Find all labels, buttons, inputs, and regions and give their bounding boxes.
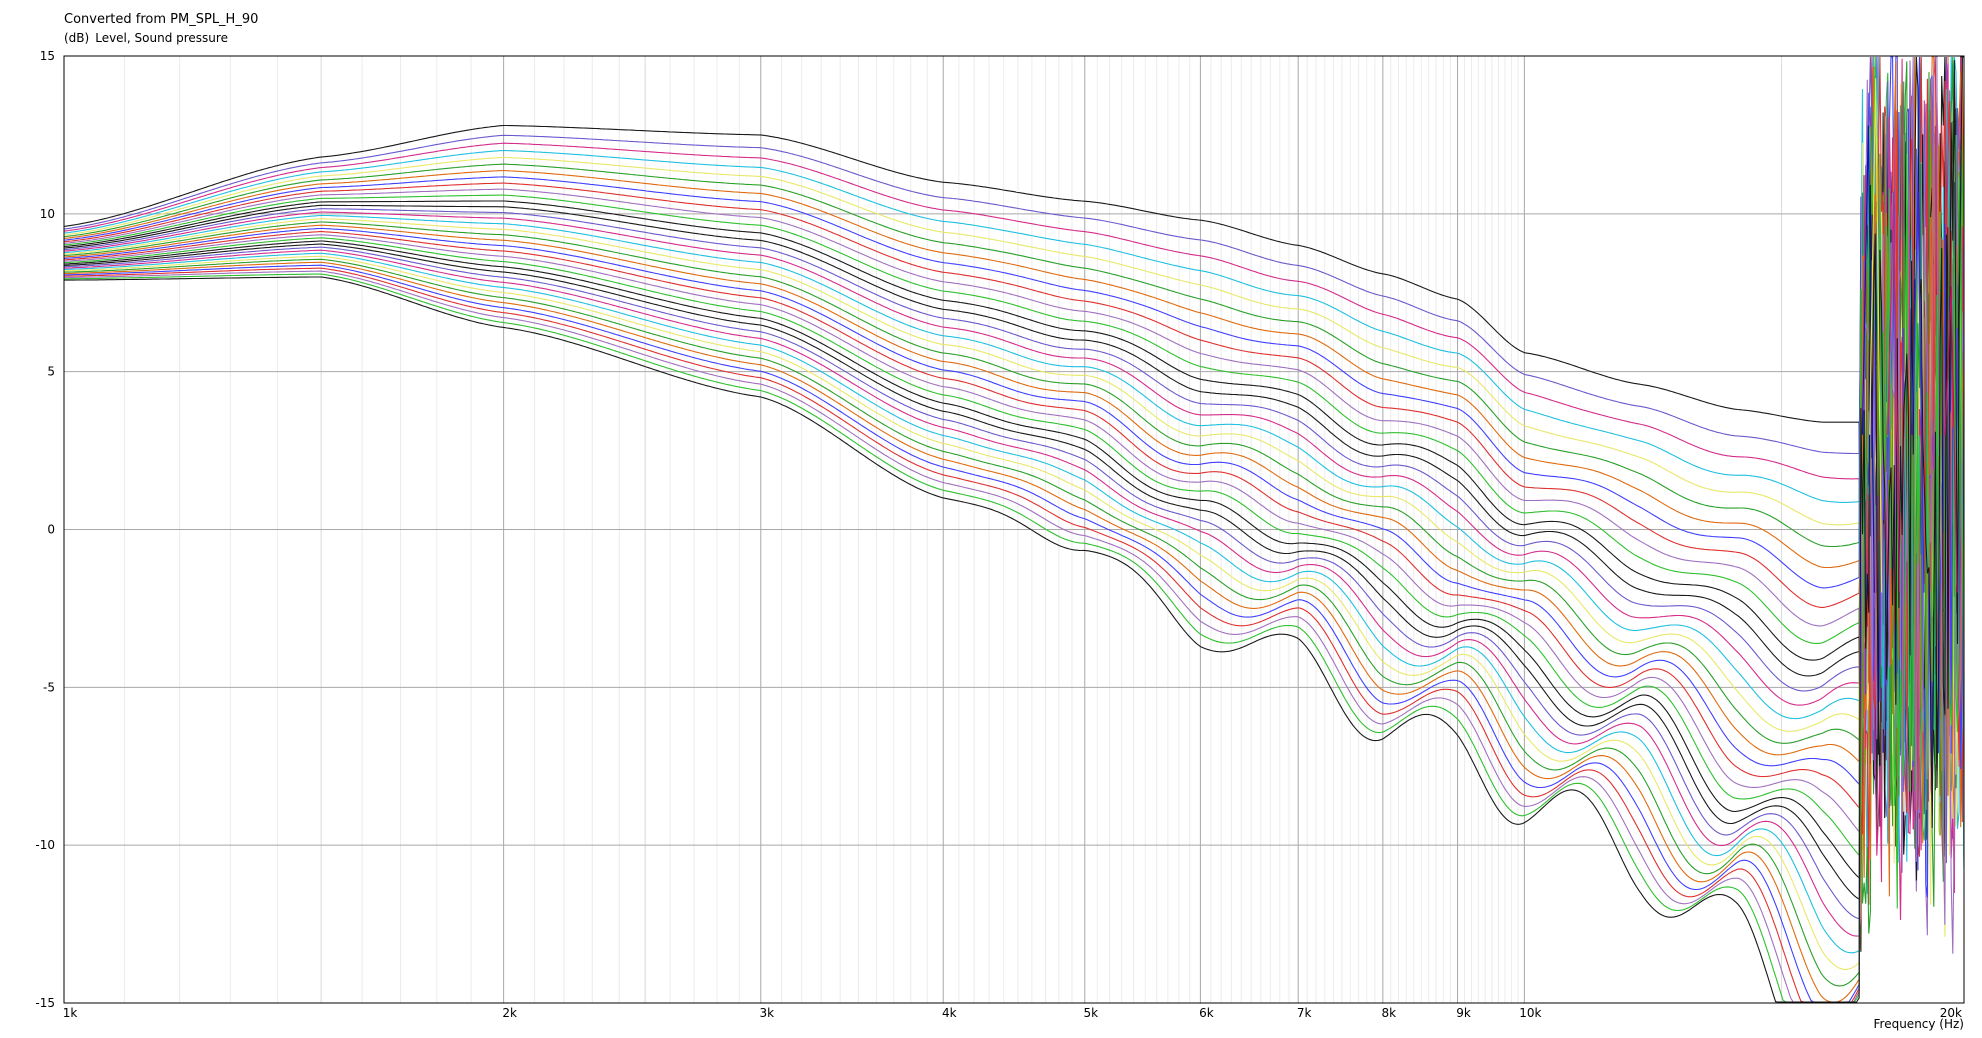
series-line — [63, 93, 1965, 813]
series-line — [63, 56, 1965, 954]
y-tick-label: 5 — [47, 365, 55, 379]
series-line — [63, 56, 1965, 855]
series-line — [63, 56, 1965, 1003]
series-line — [63, 56, 1965, 878]
x-tick-label: 2k — [502, 1006, 517, 1020]
series-line — [63, 56, 1965, 920]
y-tick-label: -5 — [43, 680, 55, 694]
series-line — [63, 110, 1965, 794]
series-line — [63, 56, 1965, 849]
series-line — [63, 134, 1965, 952]
x-tick-label: 5k — [1083, 1006, 1098, 1020]
series-line — [64, 58, 1965, 937]
x-tick-label: 20k — [1940, 1006, 1962, 1020]
series-line — [63, 56, 1965, 868]
y-axis-unit: (dB) — [64, 31, 90, 45]
x-axis-ticks: 1k 2k 3k 4k 5k 6k 7k 8k 9k 10k 20k — [63, 1006, 1962, 1020]
series-line — [63, 56, 1965, 987]
x-tick-label: 3k — [759, 1006, 774, 1020]
series-line — [63, 77, 1965, 892]
series-line — [64, 56, 1965, 1003]
peak-line — [1887, 191, 1901, 593]
series-group — [63, 56, 1965, 1003]
chart-title: Converted from PM_SPL_H_90 — [64, 12, 259, 27]
series-line — [63, 81, 1965, 881]
series-line — [63, 137, 1965, 970]
y-tick-label: -15 — [35, 996, 55, 1010]
peak-line — [1869, 78, 1883, 593]
series-line — [63, 76, 1965, 819]
series-line — [63, 56, 1965, 829]
y-tick-label: 10 — [40, 207, 55, 221]
series-line — [63, 92, 1965, 871]
x-axis-label: Frequency (Hz) — [1873, 1017, 1965, 1031]
series-line — [63, 114, 1965, 905]
series-line — [63, 56, 1965, 876]
y-tick-label: 0 — [47, 523, 55, 537]
peak-line — [1861, 125, 1875, 593]
y-axis-label: (dB) Level, Sound pressure — [64, 31, 228, 45]
plot-frame — [63, 55, 1965, 1004]
x-tick-label: 8k — [1382, 1006, 1397, 1020]
series-line — [63, 81, 1965, 934]
peak-line — [1911, 191, 1925, 593]
x-tick-label: 4k — [942, 1006, 957, 1020]
series-line — [63, 56, 1965, 894]
y-tick-label: 15 — [40, 49, 55, 63]
series-line — [63, 56, 1965, 1003]
y-axis-ticks: 15 10 5 0 -5 -10 -15 — [35, 49, 55, 1010]
x-tick-label: 10k — [1519, 1006, 1541, 1020]
series-line — [64, 56, 1964, 1003]
series-line — [64, 56, 1965, 1003]
x-tick-label: 9k — [1456, 1006, 1471, 1020]
y-axis-title: Level, Sound pressure — [95, 31, 228, 45]
x-tick-label: 7k — [1297, 1006, 1312, 1020]
series-line — [63, 56, 1965, 852]
series-line — [63, 71, 1965, 860]
series-line — [63, 56, 1965, 921]
series-line — [63, 83, 1965, 937]
series-line — [63, 56, 1965, 841]
series-line — [63, 77, 1965, 936]
peak-line — [1944, 286, 1958, 593]
x-tick-label: 6k — [1199, 1006, 1214, 1020]
series-line — [63, 56, 1965, 897]
series-line — [63, 124, 1965, 851]
x-tick-label: 1k — [63, 1006, 78, 1020]
series-line — [64, 61, 1965, 1003]
y-tick-label: -10 — [35, 838, 55, 852]
series-line — [63, 72, 1965, 909]
